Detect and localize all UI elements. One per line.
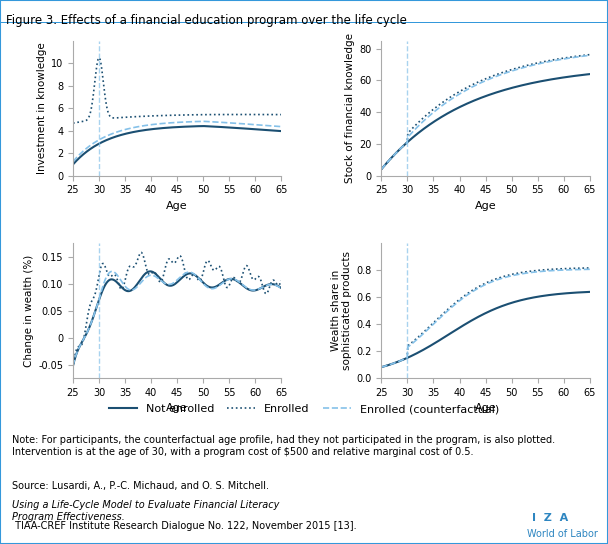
- Y-axis label: Change in wealth (%): Change in wealth (%): [24, 255, 34, 367]
- Y-axis label: Wealth share in
sophisticated products: Wealth share in sophisticated products: [331, 251, 352, 370]
- Y-axis label: Stock of financial knowledge: Stock of financial knowledge: [345, 33, 355, 183]
- Text: Note: For participants, the counterfactual age profile, had they not participate: Note: For participants, the counterfactu…: [12, 435, 555, 457]
- Text: I  Z  A: I Z A: [532, 514, 568, 523]
- Text: TIAA-CREF Institute Research Dialogue No. 122, November 2015 [13].: TIAA-CREF Institute Research Dialogue No…: [12, 521, 357, 531]
- X-axis label: Age: Age: [167, 201, 188, 211]
- X-axis label: Age: Age: [167, 403, 188, 413]
- Text: World of Labor: World of Labor: [527, 529, 598, 539]
- X-axis label: Age: Age: [475, 403, 496, 413]
- X-axis label: Age: Age: [475, 201, 496, 211]
- Text: Source: Lusardi, A., P.-C. Michaud, and O. S. Mitchell.: Source: Lusardi, A., P.-C. Michaud, and …: [12, 481, 272, 491]
- Legend: Not enrolled, Enrolled, Enrolled (counterfactual): Not enrolled, Enrolled, Enrolled (counte…: [105, 400, 503, 419]
- Text: Using a Life-Cycle Model to Evaluate Financial Literacy
Program Effectiveness.: Using a Life-Cycle Model to Evaluate Fin…: [12, 500, 280, 522]
- Y-axis label: Investment in knowledge: Investment in knowledge: [37, 42, 47, 174]
- Text: Figure 3. Effects of a financial education program over the life cycle: Figure 3. Effects of a financial educati…: [6, 14, 407, 27]
